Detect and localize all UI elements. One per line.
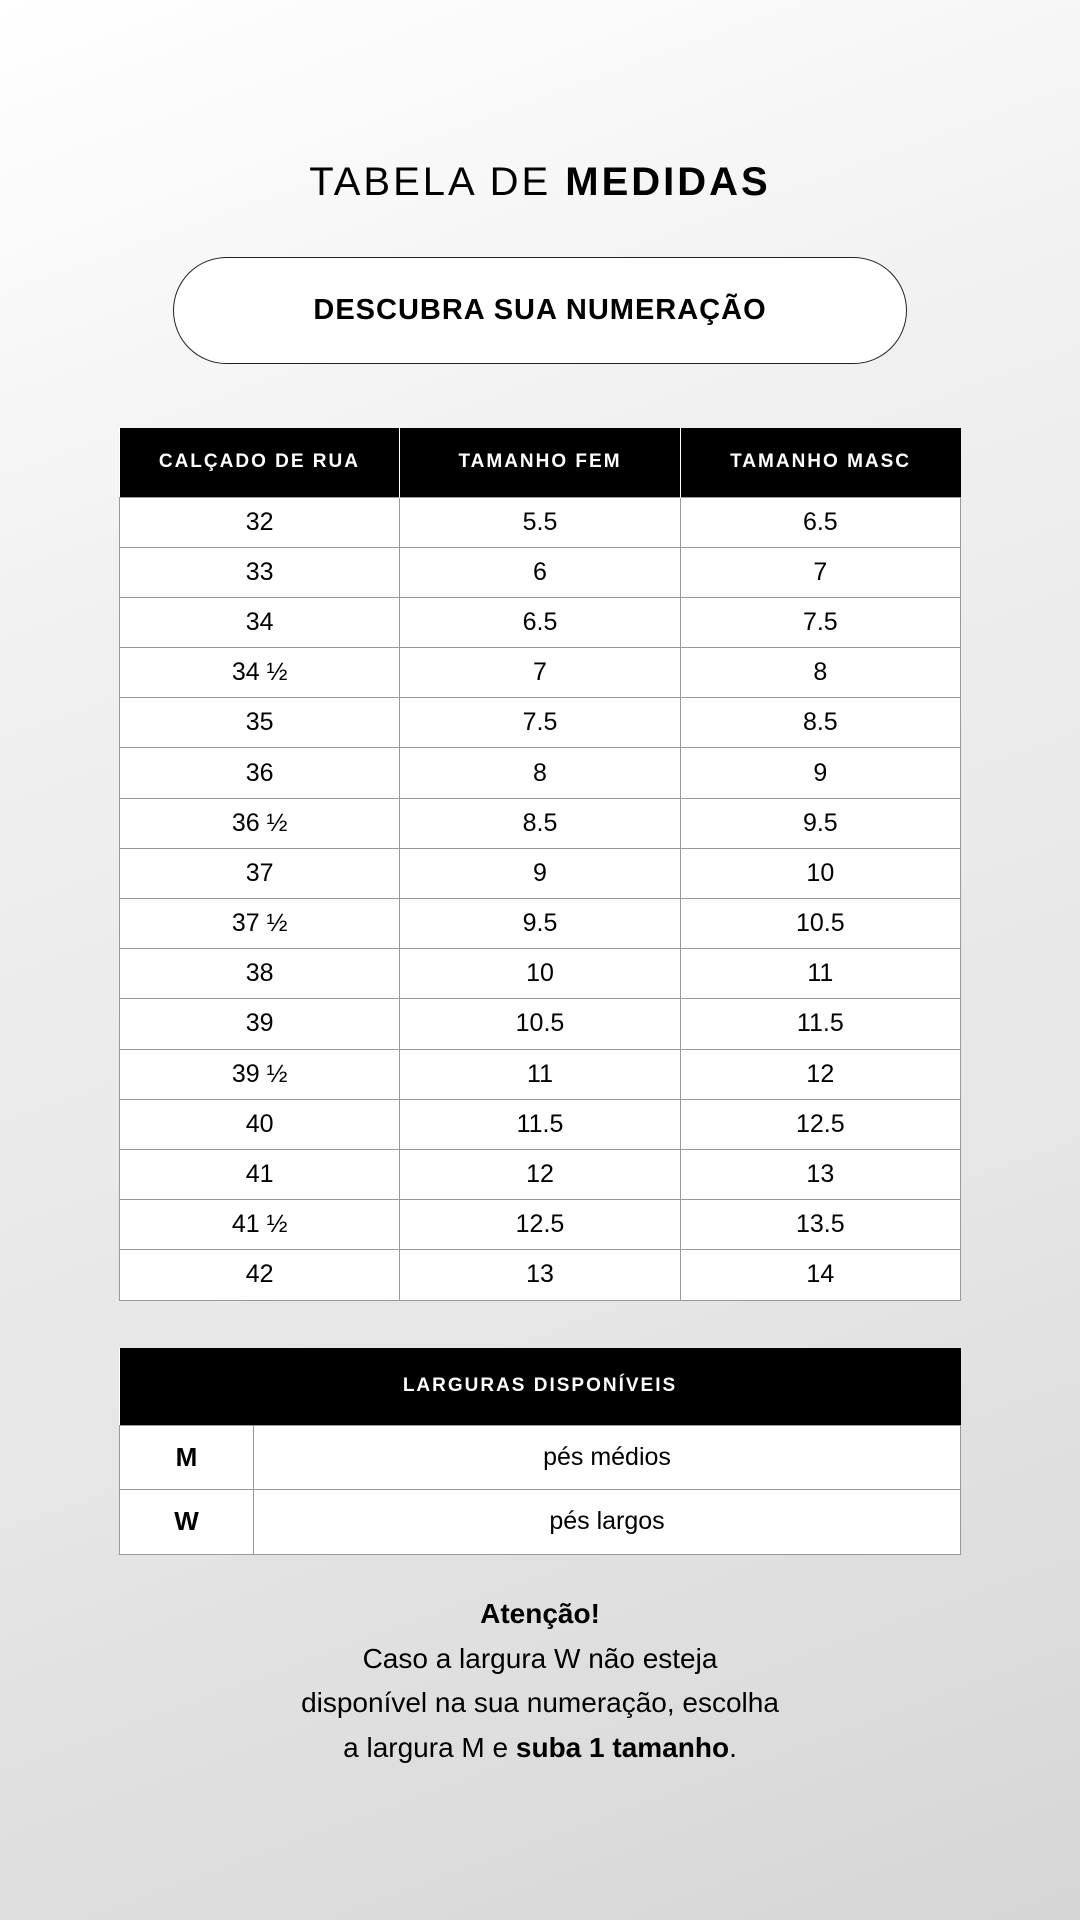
table-cell: 33 — [118, 546, 401, 598]
table-cell: 6.5 — [679, 496, 962, 548]
table-cell: 39 — [118, 998, 401, 1050]
table-row: 37 ½ 9.5 10.5 — [118, 897, 962, 950]
table-cell: 41 ½ — [118, 1199, 401, 1251]
table-cell: 12.5 — [679, 1098, 962, 1150]
table-cell: 7 — [679, 546, 962, 598]
table-row: 38 10 11 — [118, 948, 962, 1000]
table-cell: 34 ½ — [118, 647, 401, 699]
table-cell: 37 — [118, 847, 401, 900]
size-table: CALÇADO DE RUA TAMANHO FEM TAMANHO MASC 32… — [118, 428, 962, 1301]
column-header: TAMANHO FEM — [399, 428, 681, 497]
table-cell: 10.5 — [679, 897, 962, 950]
table-cell: 8.5 — [399, 797, 681, 849]
table-cell: 13 — [399, 1249, 681, 1301]
table-cell: 9.5 — [679, 797, 962, 849]
table-row: 37 9 10 — [118, 847, 962, 900]
note-heading: Atenção! — [480, 1598, 600, 1629]
table-row: 42 13 14 — [118, 1249, 962, 1301]
table-cell: 11.5 — [679, 998, 962, 1050]
width-code: M — [119, 1424, 254, 1490]
table-cell: 7.5 — [679, 596, 962, 649]
note-emphasis: suba 1 tamanho — [515, 1731, 730, 1763]
table-cell: 7.5 — [399, 697, 681, 749]
table-row: 39 10.5 11.5 — [118, 998, 962, 1050]
table-cell: 8 — [679, 647, 962, 699]
title-light: TABELA DE — [309, 160, 566, 204]
page-title: TABELA DE MEDIDAS — [0, 160, 1080, 205]
table-cell: 5.5 — [399, 496, 681, 548]
table-row: 40 11.5 12.5 — [118, 1098, 962, 1150]
table-cell: 13.5 — [679, 1199, 962, 1251]
table-cell: 10 — [679, 847, 962, 900]
table-cell: 6 — [399, 546, 681, 598]
table-row: 34 6.5 7.5 — [118, 596, 962, 649]
table-cell: 6.5 — [399, 596, 681, 649]
table-cell: 41 — [118, 1148, 401, 1201]
table-cell: 40 — [118, 1098, 401, 1150]
width-description: pés largos — [253, 1489, 961, 1555]
table-row: 36 ½ 8.5 9.5 — [118, 797, 962, 849]
table-cell: 9 — [399, 847, 681, 900]
table-cell: 12 — [679, 1048, 962, 1100]
table-cell: 9 — [679, 747, 962, 799]
column-header: TAMANHO MASC — [679, 428, 961, 497]
table-cell: 34 — [118, 596, 401, 649]
width-table-header: LARGURAS DISPONÍVEIS — [119, 1348, 961, 1425]
table-cell: 14 — [679, 1249, 962, 1301]
table-cell: 37 ½ — [118, 897, 401, 950]
table-row: 36 8 9 — [118, 747, 962, 799]
note-line: a largura M e — [343, 1731, 516, 1763]
table-cell: 10 — [399, 948, 681, 1000]
table-cell: 12.5 — [399, 1199, 681, 1251]
table-row: 33 6 7 — [118, 546, 962, 598]
title-bold: MEDIDAS — [565, 160, 771, 204]
table-cell: 13 — [679, 1148, 962, 1201]
table-cell: 10.5 — [399, 998, 681, 1050]
table-row: 39 ½ 11 12 — [118, 1048, 962, 1100]
table-cell: 12 — [399, 1148, 681, 1201]
table-row: 41 ½ 12.5 13.5 — [118, 1199, 962, 1251]
discover-size-button[interactable]: DESCUBRA SUA NUMERAÇÃO — [173, 257, 907, 364]
column-header: CALÇADO DE RUA — [119, 428, 400, 497]
note-period: . — [729, 1731, 737, 1763]
table-cell: 9.5 — [399, 897, 681, 950]
table-row: 41 12 13 — [118, 1148, 962, 1201]
table-cell: 36 ½ — [118, 797, 401, 849]
attention-note: Atenção! Caso a largura W não esteja dis… — [0, 1592, 1080, 1770]
table-cell: 32 — [118, 496, 401, 548]
table-cell: 7 — [399, 647, 681, 699]
table-cell: 11 — [399, 1048, 681, 1100]
table-cell: 8.5 — [679, 697, 962, 749]
table-cell: 36 — [118, 747, 401, 799]
table-cell: 11 — [679, 948, 962, 1000]
note-line: disponível na sua numeração, escolha — [301, 1687, 779, 1718]
width-description: pés médios — [253, 1424, 961, 1490]
table-row: 35 7.5 8.5 — [118, 697, 962, 749]
note-line: Caso a largura W não esteja — [362, 1642, 718, 1674]
width-code: W — [119, 1489, 254, 1555]
table-row: 32 5.5 6.5 — [118, 496, 962, 548]
table-cell: 11.5 — [399, 1098, 681, 1150]
table-cell: 38 — [118, 948, 401, 1000]
table-cell: 39 ½ — [118, 1048, 401, 1100]
table-cell: 35 — [118, 697, 401, 749]
table-cell: 8 — [399, 747, 681, 799]
table-cell: 42 — [118, 1249, 401, 1301]
